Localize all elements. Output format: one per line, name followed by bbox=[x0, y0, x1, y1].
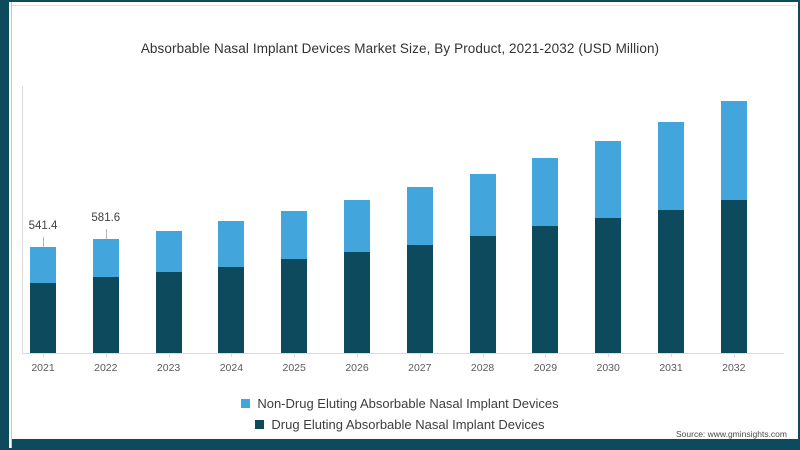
x-axis-tick-2025 bbox=[294, 353, 296, 357]
x-axis-tick-2024 bbox=[231, 353, 233, 357]
bar-segment-non-drug-eluting-2025[interactable] bbox=[281, 211, 308, 260]
legend-label-drug-eluting: Drug Eluting Absorbable Nasal Implant De… bbox=[271, 417, 545, 432]
x-axis-label-2022: 2022 bbox=[94, 362, 118, 374]
x-axis-tick-2022 bbox=[105, 353, 107, 357]
frame-top-hairline bbox=[12, 5, 796, 6]
x-axis-tick-2026 bbox=[357, 353, 358, 357]
x-axis-label-2027: 2027 bbox=[408, 362, 432, 374]
frame-left-accent bbox=[2, 2, 9, 448]
bar-segment-drug-eluting-2026[interactable] bbox=[344, 251, 370, 353]
bar-segment-drug-eluting-2023[interactable] bbox=[155, 271, 182, 353]
x-axis-tick-2023 bbox=[168, 353, 170, 357]
x-axis-tick-2021 bbox=[43, 353, 44, 357]
bar-segment-drug-eluting-2029[interactable] bbox=[532, 225, 559, 353]
bar-column-2022[interactable] bbox=[92, 239, 119, 353]
x-axis-label-2028: 2028 bbox=[470, 362, 495, 374]
bar-segment-non-drug-eluting-2029[interactable] bbox=[532, 158, 559, 226]
x-axis-label-2026: 2026 bbox=[345, 362, 369, 374]
chart-legend: Non-Drug Eluting Absorbable Nasal Implan… bbox=[0, 393, 800, 435]
bar-segment-drug-eluting-2024[interactable] bbox=[218, 267, 245, 353]
data-label-leader-2022 bbox=[105, 229, 107, 240]
bar-segment-drug-eluting-2022[interactable] bbox=[92, 277, 119, 353]
x-axis-label-2024: 2024 bbox=[219, 362, 244, 374]
bar-column-2028[interactable] bbox=[469, 173, 496, 353]
legend-item-non-drug-eluting[interactable]: Non-Drug Eluting Absorbable Nasal Implan… bbox=[0, 393, 800, 414]
bar-column-2032[interactable] bbox=[720, 100, 747, 353]
x-axis-baseline bbox=[22, 353, 784, 354]
source-note: Source: www.gminsights.com bbox=[675, 429, 787, 439]
bar-segment-drug-eluting-2028[interactable] bbox=[469, 235, 496, 353]
data-label-2022: 581.6 bbox=[91, 212, 121, 225]
bar-column-2023[interactable] bbox=[155, 230, 182, 353]
x-axis-label-2030: 2030 bbox=[596, 362, 620, 374]
bar-segment-non-drug-eluting-2023[interactable] bbox=[155, 230, 182, 272]
bar-segment-drug-eluting-2025[interactable] bbox=[281, 259, 308, 353]
data-label-leader-2021 bbox=[43, 237, 44, 248]
bar-column-2029[interactable] bbox=[532, 158, 559, 353]
x-axis-label-2029: 2029 bbox=[533, 362, 558, 374]
bar-segment-drug-eluting-2031[interactable] bbox=[658, 209, 684, 353]
chart-title: Absorbable Nasal Implant Devices Market … bbox=[140, 41, 660, 56]
bar-column-2027[interactable] bbox=[406, 187, 433, 353]
legend-label-non-drug-eluting: Non-Drug Eluting Absorbable Nasal Implan… bbox=[257, 396, 559, 411]
bar-segment-drug-eluting-2021[interactable] bbox=[30, 283, 56, 353]
x-axis-tick-2029 bbox=[545, 353, 547, 357]
frame-left-hairline bbox=[11, 2, 12, 448]
legend-item-drug-eluting[interactable]: Drug Eluting Absorbable Nasal Implant De… bbox=[0, 414, 800, 435]
bar-segment-non-drug-eluting-2032[interactable] bbox=[720, 100, 747, 200]
bar-segment-drug-eluting-2032[interactable] bbox=[720, 199, 747, 353]
bar-segment-non-drug-eluting-2026[interactable] bbox=[344, 199, 370, 252]
x-axis-label-2031: 2031 bbox=[659, 362, 683, 374]
x-axis-label-2023: 2023 bbox=[156, 362, 181, 374]
bar-column-2026[interactable] bbox=[344, 199, 370, 353]
bar-segment-drug-eluting-2027[interactable] bbox=[406, 244, 433, 353]
x-axis-tick-2028 bbox=[482, 353, 484, 357]
bar-segment-non-drug-eluting-2031[interactable] bbox=[658, 121, 684, 210]
legend-swatch-drug-eluting bbox=[255, 420, 265, 429]
data-label-2021: 541.4 bbox=[28, 220, 58, 233]
bar-column-2030[interactable] bbox=[595, 140, 622, 353]
x-axis-tick-2027 bbox=[419, 353, 421, 357]
x-axis-tick-2031 bbox=[671, 353, 672, 357]
bar-segment-non-drug-eluting-2021[interactable] bbox=[30, 247, 56, 284]
x-axis-tick-2032 bbox=[733, 353, 735, 357]
x-axis-label-2032: 2032 bbox=[722, 362, 746, 374]
bar-segment-non-drug-eluting-2028[interactable] bbox=[469, 173, 496, 236]
y-axis-line bbox=[22, 86, 23, 354]
bar-segment-non-drug-eluting-2024[interactable] bbox=[218, 221, 245, 268]
bar-column-2025[interactable] bbox=[281, 211, 308, 353]
bar-segment-non-drug-eluting-2030[interactable] bbox=[595, 140, 622, 218]
x-axis-label-2021: 2021 bbox=[31, 362, 55, 374]
bar-segment-non-drug-eluting-2022[interactable] bbox=[92, 239, 119, 278]
bar-column-2031[interactable] bbox=[658, 121, 684, 353]
bar-column-2024[interactable] bbox=[218, 221, 245, 353]
frame-bottom-bar bbox=[2, 439, 798, 448]
legend-swatch-non-drug-eluting bbox=[241, 399, 251, 408]
frame-left-inner-gap bbox=[9, 2, 11, 448]
bar-segment-non-drug-eluting-2027[interactable] bbox=[406, 187, 433, 245]
x-axis-tick-2030 bbox=[608, 353, 610, 357]
bar-column-2021[interactable] bbox=[30, 247, 56, 353]
x-axis-label-2025: 2025 bbox=[282, 362, 306, 374]
bar-segment-drug-eluting-2030[interactable] bbox=[595, 217, 622, 353]
